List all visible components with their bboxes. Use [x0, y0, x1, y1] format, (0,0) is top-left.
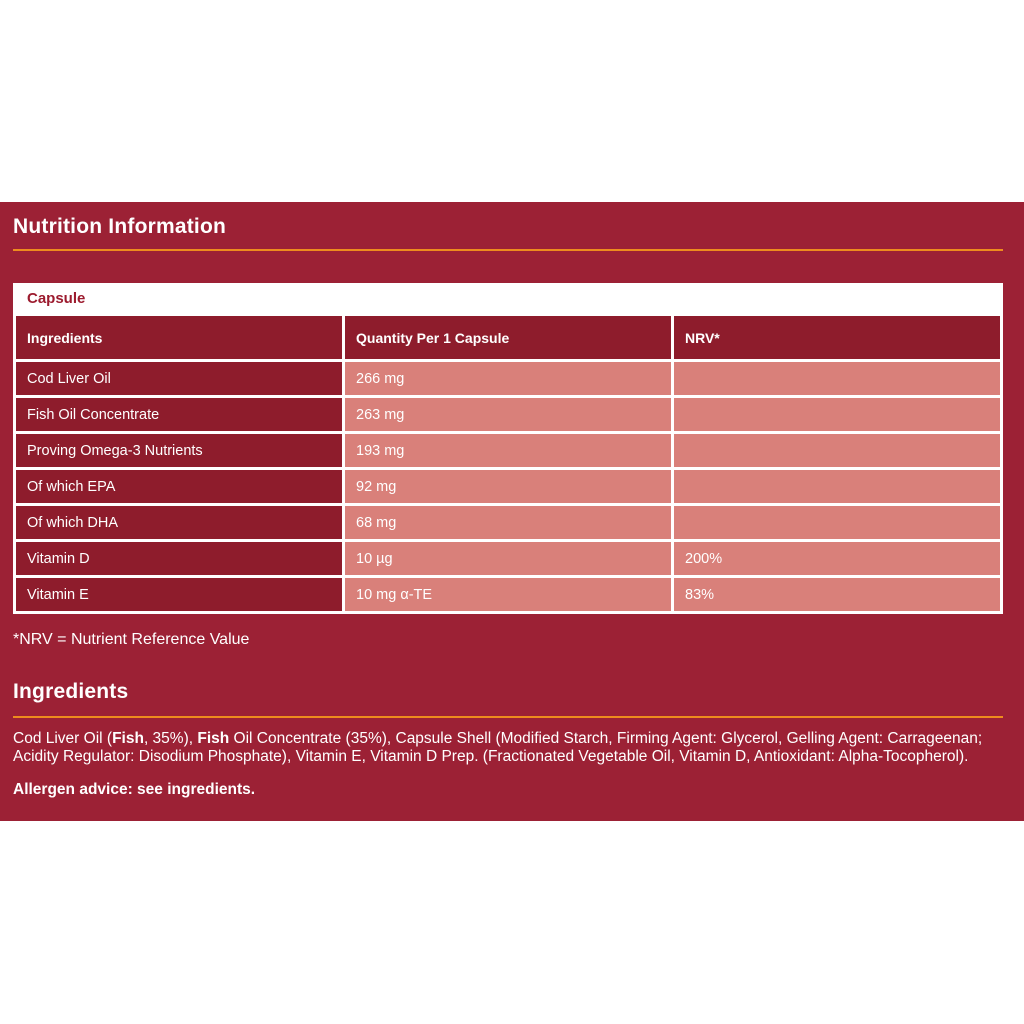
allergen-bold-term: Fish: [112, 730, 144, 747]
table-row: Fish Oil Concentrate 263 mg: [16, 398, 1000, 431]
column-header-nrv: NRV*: [674, 316, 1000, 359]
nutrition-panel: Nutrition Information Capsule Ingredient…: [0, 202, 1024, 821]
table-row: Proving Omega-3 Nutrients 193 mg: [16, 434, 1000, 467]
column-header-quantity: Quantity Per 1 Capsule: [345, 316, 671, 359]
table-caption-capsule: Capsule: [27, 289, 86, 307]
quantity-cell: 266 mg: [345, 362, 671, 395]
quantity-cell: 10 mg α-TE: [345, 578, 671, 611]
nrv-cell: [674, 470, 1000, 503]
ingredients-text-segment: , 35%),: [143, 730, 198, 747]
quantity-cell: 193 mg: [345, 434, 671, 467]
title-rule: [13, 249, 1003, 251]
quantity-cell: 263 mg: [345, 398, 671, 431]
ingredient-cell: Proving Omega-3 Nutrients: [16, 434, 342, 467]
allergen-bold-term: Fish: [197, 730, 230, 747]
nrv-cell: [674, 506, 1000, 539]
quantity-cell: 92 mg: [345, 470, 671, 503]
table-row: Of which DHA 68 mg: [16, 506, 1000, 539]
nrv-cell: [674, 434, 1000, 467]
nrv-cell: [674, 362, 1000, 395]
nrv-cell: 200%: [674, 542, 1000, 575]
ingredients-rule: [13, 716, 1003, 718]
ingredient-cell: Of which EPA: [16, 470, 342, 503]
table-row: Vitamin D 10 µg 200%: [16, 542, 1000, 575]
nrv-cell: 83%: [674, 578, 1000, 611]
ingredient-cell: Vitamin E: [16, 578, 342, 611]
nutrition-information-title: Nutrition Information: [13, 215, 227, 238]
table-row: Of which EPA 92 mg: [16, 470, 1000, 503]
nutrition-table: Capsule Ingredients Quantity Per 1 Capsu…: [13, 283, 1003, 614]
quantity-cell: 68 mg: [345, 506, 671, 539]
table-row: Cod Liver Oil 266 mg: [16, 362, 1000, 395]
nrv-footnote: *NRV = Nutrient Reference Value: [13, 631, 250, 648]
column-header-ingredients: Ingredients: [16, 316, 342, 359]
ingredients-title: Ingredients: [13, 680, 129, 703]
ingredient-cell: Fish Oil Concentrate: [16, 398, 342, 431]
ingredients-text-segment: Cod Liver Oil (: [13, 730, 113, 747]
ingredient-cell: Vitamin D: [16, 542, 342, 575]
ingredient-cell: Of which DHA: [16, 506, 342, 539]
ingredient-cell: Cod Liver Oil: [16, 362, 342, 395]
ingredients-text-segment: Oil Concentrate (35%), Capsule Shell (Mo…: [13, 730, 983, 765]
quantity-cell: 10 µg: [345, 542, 671, 575]
nrv-cell: [674, 398, 1000, 431]
table-header-row: Ingredients Quantity Per 1 Capsule NRV*: [16, 316, 1000, 359]
allergen-advice: Allergen advice: see ingredients.: [13, 781, 256, 798]
table-row: Vitamin E 10 mg α-TE 83%: [16, 578, 1000, 611]
ingredients-text: Cod Liver Oil (Fish, 35%), Fish Oil Conc…: [13, 730, 993, 765]
